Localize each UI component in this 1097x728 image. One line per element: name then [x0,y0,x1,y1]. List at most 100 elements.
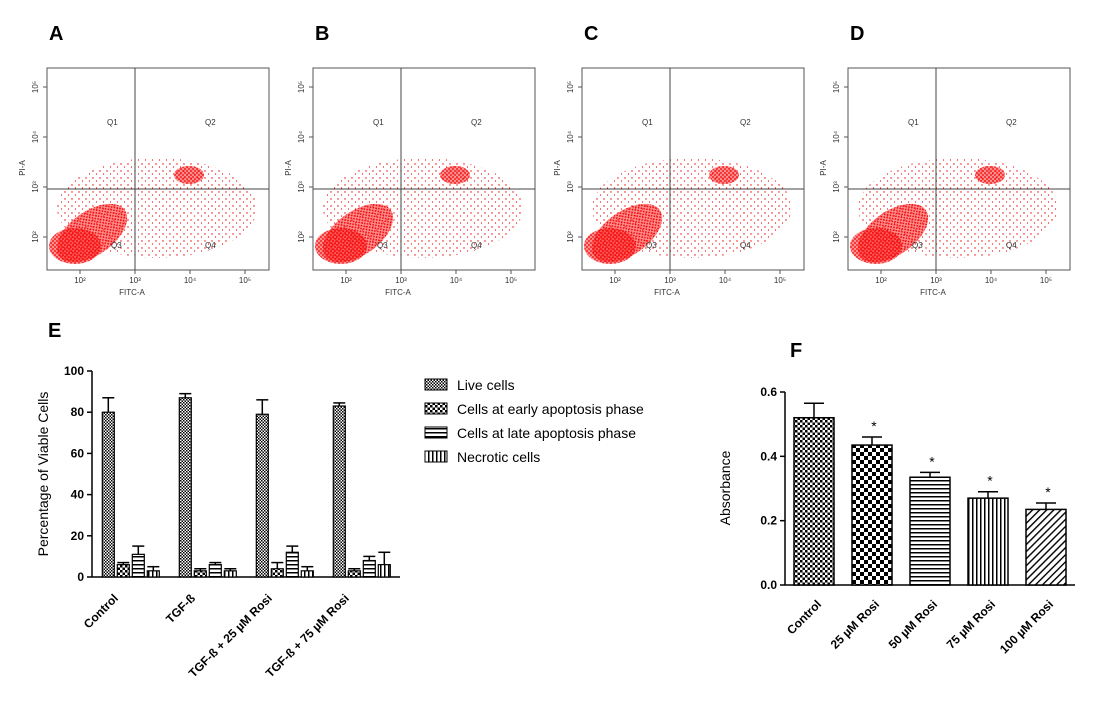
y-tick-label: 0 [77,570,84,584]
cloud-core [315,228,367,264]
x-axis-label: FITC-A [119,288,145,297]
x-tick-label: 10² [74,276,86,285]
bar [270,568,284,578]
quadrant-label: Q3 [377,241,388,250]
quadrant-label: Q2 [471,118,482,127]
x-tick-label: 10³ [129,276,141,285]
y-tick-label: 10⁴ [566,130,575,143]
error-bar [271,561,284,569]
error-bar [378,551,391,565]
legend-label: Necrotic cells [457,449,540,465]
x-axis-label: FITC-A [654,288,680,297]
x-tick-label: Control [81,591,121,631]
x-tick-label: Control [784,597,824,637]
y-tick-label: 60 [71,446,85,460]
legend-label: Live cells [457,377,515,393]
y-tick-label: 0.6 [760,385,777,399]
x-tick-label: 75 µM Rosi [944,597,998,651]
bar [116,564,130,578]
error-bar [804,402,824,418]
error-bar [920,471,940,478]
legend-swatch [424,450,448,463]
x-tick-label: 10⁵ [239,276,251,285]
y-tick-label: 10⁴ [297,130,306,143]
error-bar [179,392,192,398]
x-tick-label: 10² [875,276,887,285]
y-tick-label: 0.0 [760,578,777,592]
error-bar [132,545,145,555]
bar [193,570,207,578]
event-cloud [850,158,1058,264]
legend-swatch [424,402,448,415]
legend-swatch [424,378,448,391]
y-tick-label: 0.2 [760,514,777,528]
cloud-q2 [174,166,204,184]
event-cloud [584,158,792,264]
quadrant-label: Q1 [642,118,653,127]
y-axis-label: PI-A [284,160,293,176]
cloud-q2 [975,166,1005,184]
cloud-core [850,228,902,264]
y-tick-label: 10⁵ [832,81,841,93]
quadrant-label: Q3 [111,241,122,250]
error-bar [256,399,269,415]
error-bar [147,565,160,571]
quadrant-label: Q3 [912,241,923,250]
quadrant-label: Q2 [740,118,751,127]
bar [793,416,835,586]
bar [300,570,314,578]
error-bar [117,561,130,565]
quadrant-label: Q3 [646,241,657,250]
x-tick-label: 10³ [664,276,676,285]
error-bar [862,436,882,446]
quadrant-label: Q1 [373,118,384,127]
bar [377,564,391,578]
x-tick-label: 10⁴ [450,276,463,285]
y-tick-label: 100 [64,364,84,378]
y-tick-label: 10³ [566,181,575,193]
x-tick-label: 10² [340,276,352,285]
quadrant-label: Q2 [1006,118,1017,127]
quadrant-label: Q2 [205,118,216,127]
x-tick-label: TGF-ß + 25 µM Rosi [186,591,275,680]
x-tick-label: TGF-ß + 75 µM Rosi [263,591,352,680]
bar [178,397,192,578]
x-tick-label: 10³ [930,276,942,285]
bar [362,559,376,578]
y-axis-label: PI-A [18,160,27,176]
x-axis-label: FITC-A [385,288,411,297]
y-tick-label: 10² [832,231,841,243]
error-bar [209,561,222,565]
y-tick-label: 10⁴ [31,130,40,143]
y-axis-label: Percentage of Viable Cells [35,392,51,557]
bar [967,497,1009,586]
significance-marker: * [987,473,993,489]
cloud-q2 [709,166,739,184]
y-tick-label: 10³ [31,181,40,193]
event-cloud [315,158,523,264]
error-bar [348,568,361,571]
y-axis-label: PI-A [553,160,562,176]
error-bar [301,565,314,571]
x-tick-label: 10⁴ [719,276,732,285]
significance-marker: * [871,418,877,434]
cloud-core [584,228,636,264]
legend-label: Cells at early apoptosis phase [457,401,644,417]
panel-letter: A [49,23,63,45]
cloud-core [49,228,101,264]
y-tick-label: 10² [31,231,40,243]
bar [285,551,299,578]
bar [131,553,145,578]
error-bar [224,568,237,571]
panel-letter: D [850,23,864,45]
panel-letter: E [48,320,61,342]
x-tick-label: 100 µM Rosi [997,597,1056,656]
event-cloud [49,158,257,264]
bar [223,570,237,578]
x-tick-label: 10² [609,276,621,285]
error-bar [333,402,346,407]
x-tick-label: 50 µM Rosi [886,597,940,651]
x-tick-label: 10⁴ [184,276,197,285]
panel-letter: C [584,23,598,45]
